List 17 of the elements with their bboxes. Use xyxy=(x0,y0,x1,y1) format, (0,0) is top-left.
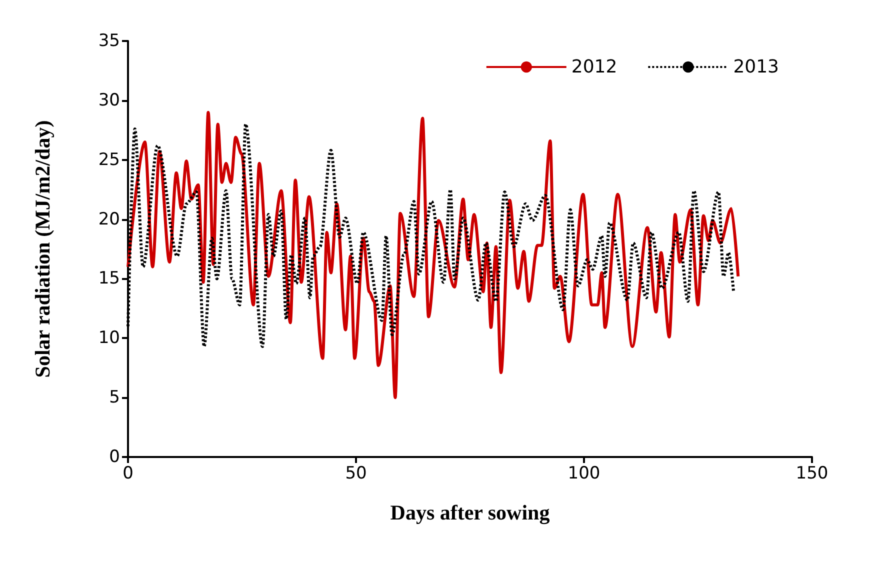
y-tick-label: 30 xyxy=(98,90,120,110)
y-axis-title: Solar radiation (MJ/m2/day) xyxy=(30,120,54,378)
x-tick-label: 50 xyxy=(345,464,367,484)
y-tick-label: 20 xyxy=(98,209,120,230)
x-tick-label: 0 xyxy=(122,464,134,484)
line-series xyxy=(126,110,740,400)
legend-label: 2012 xyxy=(571,56,618,78)
y-tick-label: 25 xyxy=(98,150,120,170)
y-tick-label: 35 xyxy=(98,31,120,51)
y-tick-label: 10 xyxy=(98,328,120,348)
y-tick-label: 5 xyxy=(109,388,120,408)
legend-label: 2013 xyxy=(733,56,780,78)
x-tick-label: 100 xyxy=(568,464,600,484)
y-tick-label: 15 xyxy=(98,268,120,289)
y-tick-label: 0 xyxy=(109,447,120,467)
x-axis-title: Days after sowing xyxy=(390,500,550,524)
x-tick-label: 150 xyxy=(796,464,828,484)
